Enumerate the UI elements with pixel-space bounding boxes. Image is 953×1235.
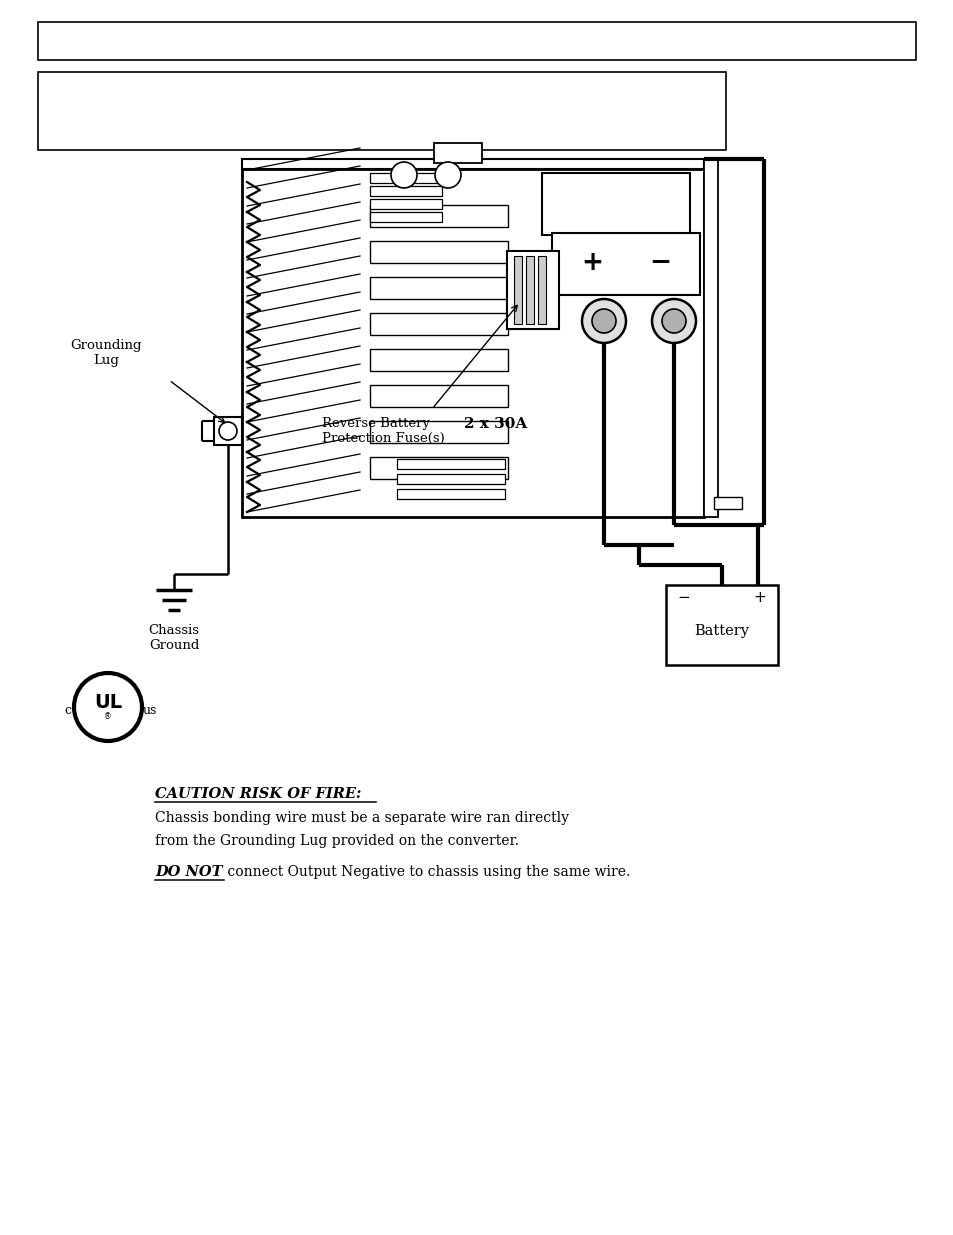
Bar [506, 251, 558, 329]
Bar [370, 212, 441, 222]
Bar [396, 459, 504, 469]
Bar [38, 22, 915, 61]
Text: Chassis
Ground: Chassis Ground [149, 624, 199, 652]
Text: Reverse Battery
Protection Fuse(s): Reverse Battery Protection Fuse(s) [322, 417, 444, 445]
Bar [370, 385, 507, 408]
Bar [370, 205, 507, 227]
Bar [514, 256, 521, 324]
Text: connect Output Negative to chassis using the same wire.: connect Output Negative to chassis using… [223, 864, 630, 879]
Circle shape [219, 422, 236, 440]
Bar [537, 256, 545, 324]
Bar [703, 159, 718, 517]
Circle shape [391, 162, 416, 188]
Text: 2 x 30A: 2 x 30A [463, 417, 527, 431]
Bar [665, 585, 778, 664]
Bar [552, 233, 700, 295]
Circle shape [592, 309, 616, 333]
Circle shape [581, 299, 625, 343]
Bar [713, 496, 741, 509]
Bar [370, 277, 507, 299]
Text: −: − [648, 249, 670, 275]
Bar [242, 169, 703, 517]
Text: DO NOT: DO NOT [154, 864, 222, 879]
Bar [370, 457, 507, 479]
Text: Battery: Battery [694, 624, 749, 638]
Bar [38, 72, 725, 149]
Bar [370, 241, 507, 263]
Text: −: − [677, 589, 690, 604]
Bar [396, 474, 504, 484]
Bar [370, 173, 441, 183]
Bar [541, 173, 689, 235]
Text: from the Grounding Lug provided on the converter.: from the Grounding Lug provided on the c… [154, 834, 518, 848]
Bar [525, 256, 534, 324]
Text: CAUTION RISK OF FIRE:: CAUTION RISK OF FIRE: [154, 787, 361, 802]
Bar [370, 312, 507, 335]
Bar [370, 199, 441, 209]
Text: +: + [753, 589, 765, 604]
Text: c: c [65, 704, 71, 718]
Circle shape [435, 162, 460, 188]
Bar [370, 186, 441, 196]
Bar [242, 159, 703, 169]
Bar [370, 350, 507, 370]
Circle shape [661, 309, 685, 333]
Text: us: us [143, 704, 157, 718]
Bar [396, 489, 504, 499]
Bar [434, 143, 481, 163]
Bar [213, 417, 242, 445]
Text: Grounding
Lug: Grounding Lug [71, 338, 142, 367]
Circle shape [74, 673, 142, 741]
Text: +: + [580, 249, 602, 275]
Text: ®: ® [104, 713, 112, 721]
Text: Chassis bonding wire must be a separate wire ran directly: Chassis bonding wire must be a separate … [154, 811, 568, 825]
Bar [370, 421, 507, 443]
Circle shape [651, 299, 696, 343]
Text: UL: UL [93, 693, 122, 711]
